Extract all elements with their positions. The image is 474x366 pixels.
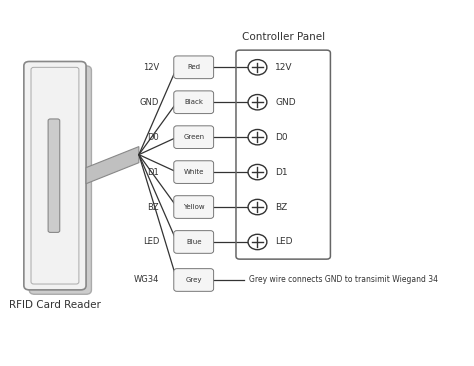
FancyBboxPatch shape (174, 91, 214, 113)
FancyBboxPatch shape (48, 119, 60, 232)
Text: Controller Panel: Controller Panel (242, 32, 325, 42)
Text: White: White (183, 169, 204, 175)
FancyBboxPatch shape (174, 161, 214, 183)
Text: Black: Black (184, 99, 203, 105)
Text: RFID Card Reader: RFID Card Reader (9, 300, 101, 310)
FancyBboxPatch shape (174, 56, 214, 79)
Text: Yellow: Yellow (183, 204, 204, 210)
Text: BZ: BZ (147, 202, 159, 212)
Circle shape (248, 199, 267, 215)
Text: D1: D1 (147, 168, 159, 177)
FancyBboxPatch shape (29, 66, 91, 294)
Circle shape (248, 234, 267, 250)
Text: D0: D0 (147, 132, 159, 142)
Circle shape (248, 130, 267, 145)
Text: BZ: BZ (275, 202, 288, 212)
Polygon shape (86, 146, 139, 184)
Circle shape (248, 60, 267, 75)
Text: GND: GND (275, 98, 296, 107)
FancyBboxPatch shape (174, 269, 214, 291)
Text: LED: LED (275, 238, 293, 246)
Text: GND: GND (140, 98, 159, 107)
FancyBboxPatch shape (24, 61, 86, 290)
Text: LED: LED (143, 238, 159, 246)
FancyBboxPatch shape (174, 126, 214, 149)
Text: 12V: 12V (143, 63, 159, 72)
Text: Green: Green (183, 134, 204, 140)
FancyBboxPatch shape (174, 231, 214, 253)
Circle shape (248, 164, 267, 180)
Text: Grey: Grey (185, 277, 202, 283)
Text: Grey wire connects GND to transimit Wiegand 34: Grey wire connects GND to transimit Wieg… (248, 276, 438, 284)
Text: Blue: Blue (186, 239, 201, 245)
Circle shape (248, 94, 267, 110)
Text: WG34: WG34 (134, 276, 159, 284)
Text: D0: D0 (275, 132, 288, 142)
Text: Red: Red (187, 64, 200, 70)
Text: 12V: 12V (275, 63, 293, 72)
FancyBboxPatch shape (174, 196, 214, 219)
Text: D1: D1 (275, 168, 288, 177)
